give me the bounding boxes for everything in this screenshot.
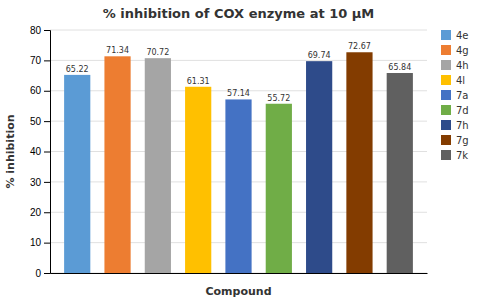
bar [64, 75, 90, 273]
y-tick-mark [44, 152, 50, 153]
y-tick-label: 70 [30, 55, 42, 66]
y-axis: 0 10 20 30 40 50 60 70 80 [30, 25, 51, 279]
bar [387, 73, 413, 273]
bar [225, 99, 251, 273]
y-tick: 10 [30, 237, 50, 248]
y-tick-mark [44, 273, 50, 274]
y-tick-label: 20 [30, 207, 42, 218]
legend-item: 7d [441, 105, 469, 116]
legend-label: 7d [456, 105, 469, 116]
y-axis-title: % inhibition [4, 114, 17, 188]
y-tick: 0 [35, 268, 50, 279]
legend-label: 4h [456, 60, 469, 71]
chart: 65.22 71.34 70.72 61.31 57.14 55.72 69.74 72.67… [0, 0, 497, 303]
y-axis-line [44, 31, 51, 274]
y-tick: 70 [30, 55, 50, 66]
legend-swatch [441, 30, 451, 40]
legend-label: 4l [456, 75, 465, 86]
y-tick-mark [44, 243, 50, 244]
grid [50, 30, 427, 273]
y-tick-label: 80 [30, 25, 42, 36]
bar [306, 61, 332, 273]
data-label: 71.34 [106, 46, 129, 55]
data-label: 61.31 [187, 77, 210, 86]
x-axis-title: Compound [205, 285, 271, 298]
y-tick-mark [44, 30, 50, 31]
grid-line [50, 30, 427, 31]
legend-item: 4e [441, 30, 469, 41]
y-tick: 80 [30, 25, 50, 36]
data-label: 72.67 [348, 42, 371, 51]
bar [266, 104, 292, 273]
legend-label: 4e [456, 30, 469, 41]
y-tick-label: 0 [35, 268, 41, 279]
legend-item: 4l [441, 75, 465, 86]
legend-swatch [441, 45, 451, 55]
data-label: 65.22 [66, 65, 89, 74]
x-axis-line [51, 273, 428, 274]
legend-item: 7h [441, 120, 469, 131]
y-tick: 60 [30, 85, 50, 96]
data-label: 69.74 [308, 51, 331, 60]
data-label: 55.72 [267, 94, 290, 103]
legend-label: 7h [456, 120, 469, 131]
data-label: 57.14 [227, 89, 250, 98]
data-labels: 65.22 71.34 70.72 61.31 57.14 55.72 69.74 72.67… [66, 42, 411, 102]
legend-item: 7k [441, 150, 468, 161]
legend-label: 7g [456, 135, 469, 146]
legend-item: 7a [441, 90, 469, 101]
bars [64, 52, 413, 273]
legend-swatch [441, 90, 451, 100]
data-label: 70.72 [146, 48, 169, 57]
x-axis [51, 273, 428, 274]
bar [104, 56, 130, 273]
legend-item: 4h [441, 60, 469, 71]
legend: 4e 4g 4h 4l 7a 7d 7h 7g 7k [441, 30, 469, 161]
y-tick-mark [44, 121, 50, 122]
legend-label: 7a [456, 90, 469, 101]
y-tick: 50 [30, 116, 50, 127]
bar [346, 52, 372, 273]
legend-swatch [441, 60, 451, 70]
legend-label: 7k [456, 150, 468, 161]
y-tick-label: 60 [30, 85, 42, 96]
bar [145, 58, 171, 273]
y-tick: 20 [30, 207, 50, 218]
y-tick-label: 10 [30, 237, 42, 248]
y-tick-label: 30 [30, 177, 42, 188]
title: % inhibition of COX enzyme at 10 μM [103, 6, 375, 21]
y-tick-mark [44, 91, 50, 92]
legend-swatch [441, 105, 451, 115]
bar [185, 87, 211, 273]
y-tick: 40 [30, 146, 50, 157]
y-tick-mark [44, 212, 50, 213]
legend-swatch [441, 135, 451, 145]
y-tick-label: 40 [30, 146, 42, 157]
legend-swatch [441, 120, 451, 130]
plot: 65.22 71.34 70.72 61.31 57.14 55.72 69.74 72.67… [30, 25, 428, 279]
legend-label: 4g [456, 45, 469, 56]
legend-swatch [441, 75, 451, 85]
y-tick-label: 50 [30, 116, 42, 127]
legend-swatch [441, 150, 451, 160]
y-tick-mark [44, 60, 50, 61]
legend-item: 7g [441, 135, 469, 146]
data-label: 65.84 [388, 63, 411, 72]
y-tick: 30 [30, 177, 50, 188]
legend-item: 4g [441, 45, 469, 56]
y-tick-mark [44, 182, 50, 183]
